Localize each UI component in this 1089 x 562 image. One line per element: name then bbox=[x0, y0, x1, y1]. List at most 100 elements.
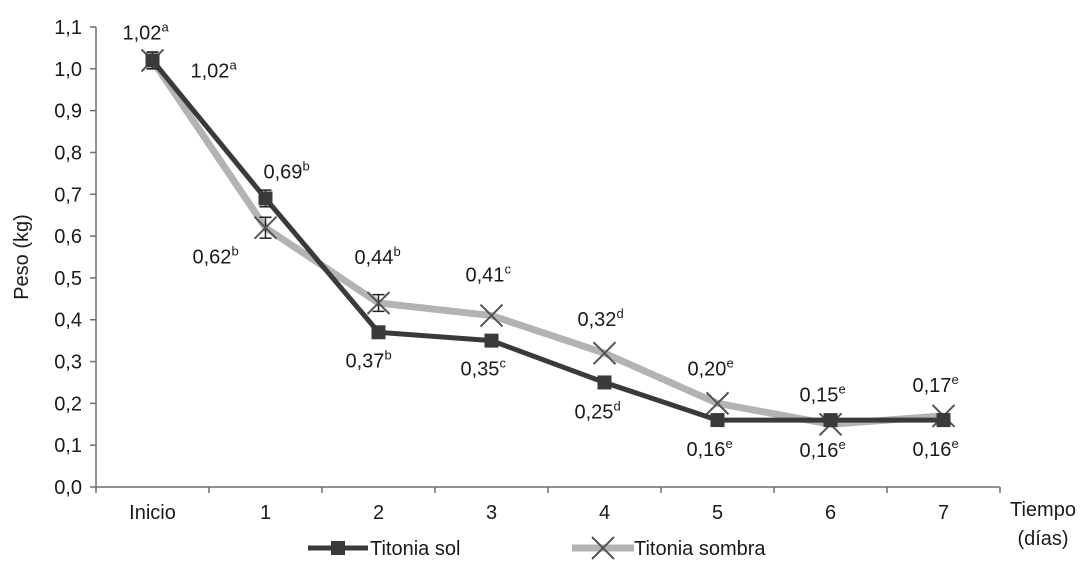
data-point-x bbox=[366, 291, 391, 315]
data-point-square bbox=[823, 413, 838, 428]
data-point-x bbox=[253, 216, 278, 240]
data-label-titonia-sol: 0,16e bbox=[913, 436, 959, 461]
data-point-square bbox=[710, 413, 725, 428]
data-label-titonia-sol: 1,02a bbox=[191, 57, 238, 82]
legend-label: Titonia sol bbox=[370, 538, 460, 560]
data-label-superscript: e bbox=[838, 437, 845, 452]
data-label-value: 1,02 bbox=[191, 60, 230, 82]
data-label-titonia-sombra: 0,44b bbox=[355, 244, 401, 269]
x-marker-stroke bbox=[366, 291, 391, 315]
x-tick-label: 2 bbox=[373, 502, 384, 524]
y-tick-label: 0,0 bbox=[54, 477, 82, 499]
data-label-value: 0,41 bbox=[466, 265, 505, 287]
data-label-superscript: d bbox=[616, 306, 623, 321]
y-tick-label: 0,5 bbox=[54, 268, 82, 290]
x-marker-stroke bbox=[705, 391, 730, 416]
x-marker-stroke bbox=[479, 303, 504, 328]
y-tick-label: 0,9 bbox=[54, 101, 82, 123]
data-label-superscript: b bbox=[302, 158, 309, 173]
data-label-value: 0,20 bbox=[688, 358, 727, 380]
y-tick-label: 1,1 bbox=[54, 17, 82, 39]
y-tick-label: 1,0 bbox=[54, 59, 82, 81]
data-label-value: 0,25 bbox=[575, 401, 614, 423]
data-label-superscript: e bbox=[951, 372, 958, 387]
x-tick-label: 4 bbox=[599, 502, 610, 524]
data-label-superscript: b bbox=[231, 244, 238, 259]
data-point-x bbox=[705, 391, 730, 416]
data-label-value: 0,17 bbox=[913, 375, 952, 397]
x-marker-stroke bbox=[592, 341, 617, 365]
data-label-titonia-sombra: 1,02a bbox=[123, 19, 170, 44]
legend-label: Titonia sombra bbox=[634, 538, 766, 560]
data-point-x bbox=[592, 341, 617, 365]
data-label-superscript: e bbox=[951, 436, 958, 451]
data-label-titonia-sombra: 0,17e bbox=[913, 372, 959, 397]
data-label-value: 0,15 bbox=[800, 384, 839, 406]
data-point-square bbox=[371, 325, 386, 340]
data-label-superscript: c bbox=[499, 356, 506, 371]
data-label-superscript: d bbox=[613, 398, 620, 413]
data-label-titonia-sol: 0,16e bbox=[687, 436, 733, 461]
y-tick-label: 0,2 bbox=[54, 393, 82, 415]
data-label-titonia-sombra: 0,41c bbox=[466, 262, 512, 287]
data-point-square bbox=[597, 375, 612, 390]
legend-item-titonia-sol: Titonia sol bbox=[308, 538, 460, 560]
data-label-superscript: e bbox=[726, 355, 733, 370]
data-label-titonia-sombra: 0,20e bbox=[688, 355, 734, 380]
data-label-value: 0,35 bbox=[461, 359, 500, 381]
y-axis-title: Peso (kg) bbox=[11, 214, 33, 300]
axes: 0,0 0,1 0,2 0,3 0,4 0,5 0,6 0,7 0,8 0,9 1,0 1,1 Inic… bbox=[11, 17, 1076, 550]
data-label-value: 0,32 bbox=[578, 309, 617, 331]
data-point-square bbox=[484, 333, 499, 348]
data-label-titonia-sol: 0,25d bbox=[575, 398, 621, 423]
data-label-superscript: e bbox=[838, 381, 845, 396]
y-tick-label: 0,6 bbox=[54, 226, 82, 248]
data-label-superscript: e bbox=[725, 436, 732, 451]
data-label-titonia-sombra: 0,15e bbox=[800, 381, 846, 406]
x-axis-title: (días) bbox=[1017, 528, 1068, 550]
data-point-square bbox=[258, 191, 273, 206]
x-tick-label: 5 bbox=[712, 502, 723, 524]
y-tick-label: 0,4 bbox=[54, 310, 82, 332]
data-label-value: 0,16 bbox=[913, 439, 952, 461]
data-label-value: 0,16 bbox=[687, 439, 726, 461]
data-label-value: 0,69 bbox=[264, 161, 303, 183]
x-tick-label: 6 bbox=[825, 502, 836, 524]
x-tick-label: 1 bbox=[260, 502, 271, 524]
legend-marker-x bbox=[591, 536, 615, 560]
data-label-titonia-sol: 0,16e bbox=[800, 437, 846, 462]
data-label-value: 0,44 bbox=[355, 247, 394, 269]
series-titonia-sombra bbox=[140, 48, 956, 436]
x-tick-label: 7 bbox=[938, 502, 949, 524]
data-label-superscript: c bbox=[504, 262, 511, 277]
x-tick-label: Inicio bbox=[129, 502, 176, 524]
data-point-square bbox=[936, 413, 951, 428]
series-line bbox=[150, 58, 944, 423]
legend-item-titonia-sombra: Titonia sombra bbox=[572, 536, 766, 560]
data-label-superscript: a bbox=[229, 57, 237, 72]
y-tick-label: 0,7 bbox=[54, 184, 82, 206]
series-titonia-sol bbox=[145, 51, 951, 428]
y-tick-label: 0,8 bbox=[54, 142, 82, 164]
y-tick-label: 0,3 bbox=[54, 352, 82, 374]
data-label-value: 1,02 bbox=[123, 22, 162, 44]
data-label-titonia-sombra: 0,62b bbox=[193, 244, 239, 269]
data-label-value: 0,37 bbox=[346, 350, 385, 372]
series-line bbox=[149, 58, 944, 428]
data-label-value: 0,62 bbox=[193, 247, 232, 269]
x-marker-stroke bbox=[253, 216, 278, 240]
data-label-titonia-sol: 0,35c bbox=[461, 356, 507, 381]
data-label-superscript: b bbox=[393, 244, 400, 259]
series-layer bbox=[140, 48, 956, 436]
data-point-x bbox=[479, 303, 504, 328]
data-label-titonia-sol: 0,69b bbox=[264, 158, 310, 183]
x-tick-label: 3 bbox=[486, 502, 497, 524]
data-point-square bbox=[145, 53, 160, 68]
y-tick-label: 0,1 bbox=[54, 435, 82, 457]
data-label-superscript: b bbox=[384, 347, 391, 362]
data-label-value: 0,16 bbox=[800, 440, 839, 462]
x-axis-title: Tiempo bbox=[1010, 499, 1076, 521]
